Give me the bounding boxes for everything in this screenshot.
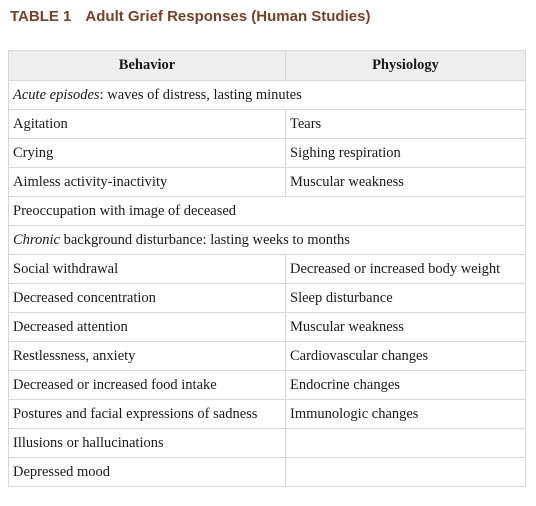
table-row: Postures and facial expressions of sadne…: [8, 399, 526, 429]
table-row: Decreased attention Muscular weakness: [8, 312, 526, 342]
section-heading-emphasis: Chronic: [13, 231, 60, 248]
table-row: Illusions or hallucinations: [8, 428, 526, 458]
table-number: TABLE 1: [10, 8, 72, 25]
table-row: Decreased concentration Sleep disturbanc…: [8, 283, 526, 313]
section-heading-text: background disturbance: lasting weeks to…: [60, 231, 350, 248]
column-header-physiology: Physiology: [285, 50, 526, 81]
physiology-cell: Endocrine changes: [285, 370, 526, 400]
physiology-cell: [285, 428, 526, 458]
table-row: Preoccupation with image of deceased: [8, 196, 526, 226]
table-title: TABLE 1 Adult Grief Responses (Human Stud…: [10, 8, 370, 25]
table-row: Depressed mood: [8, 457, 526, 487]
behavior-cell: Aimless activity-inactivity: [8, 167, 286, 197]
table-row: Restlessness, anxiety Cardiovascular cha…: [8, 341, 526, 371]
physiology-cell: Sleep disturbance: [285, 283, 526, 313]
table-row: Decreased or increased food intake Endoc…: [8, 370, 526, 400]
behavior-cell: Depressed mood: [8, 457, 286, 487]
grief-responses-table: Behavior Physiology Acute episodes: wave…: [8, 50, 526, 487]
physiology-cell: Immunologic changes: [285, 399, 526, 429]
behavior-cell: Agitation: [8, 109, 286, 139]
section-heading-text: : waves of distress, lasting minutes: [99, 86, 302, 103]
column-header-behavior: Behavior: [8, 50, 286, 81]
table-row: Agitation Tears: [8, 109, 526, 139]
table-row: Aimless activity-inactivity Muscular wea…: [8, 167, 526, 197]
section-heading-emphasis: Acute episodes: [13, 86, 100, 103]
behavior-cell: Decreased or increased food intake: [8, 370, 286, 400]
section-heading-row: Acute episodes: waves of distress, lasti…: [8, 80, 526, 110]
header-row: Behavior Physiology: [8, 50, 526, 81]
behavior-cell: Social withdrawal: [8, 254, 286, 284]
table-row: Social withdrawal Decreased or increased…: [8, 254, 526, 284]
behavior-cell: Decreased attention: [8, 312, 286, 342]
physiology-cell: Sighing respiration: [285, 138, 526, 168]
behavior-cell: Preoccupation with image of deceased: [8, 196, 526, 226]
behavior-cell: Decreased concentration: [8, 283, 286, 313]
table-row: Crying Sighing respiration: [8, 138, 526, 168]
physiology-cell: Muscular weakness: [285, 312, 526, 342]
section-heading: Acute episodes: waves of distress, lasti…: [8, 80, 526, 110]
physiology-cell: Muscular weakness: [285, 167, 526, 197]
physiology-cell: Cardiovascular changes: [285, 341, 526, 371]
behavior-cell: Illusions or hallucinations: [8, 428, 286, 458]
behavior-cell: Crying: [8, 138, 286, 168]
physiology-cell: Tears: [285, 109, 526, 139]
section-heading: Chronic background disturbance: lasting …: [8, 225, 526, 255]
behavior-cell: Postures and facial expressions of sadne…: [8, 399, 286, 429]
physiology-cell: Decreased or increased body weight: [285, 254, 526, 284]
table-title-text: Adult Grief Responses (Human Studies): [85, 8, 371, 25]
behavior-cell: Restlessness, anxiety: [8, 341, 286, 371]
physiology-cell: [285, 457, 526, 487]
section-heading-row: Chronic background disturbance: lasting …: [8, 225, 526, 255]
